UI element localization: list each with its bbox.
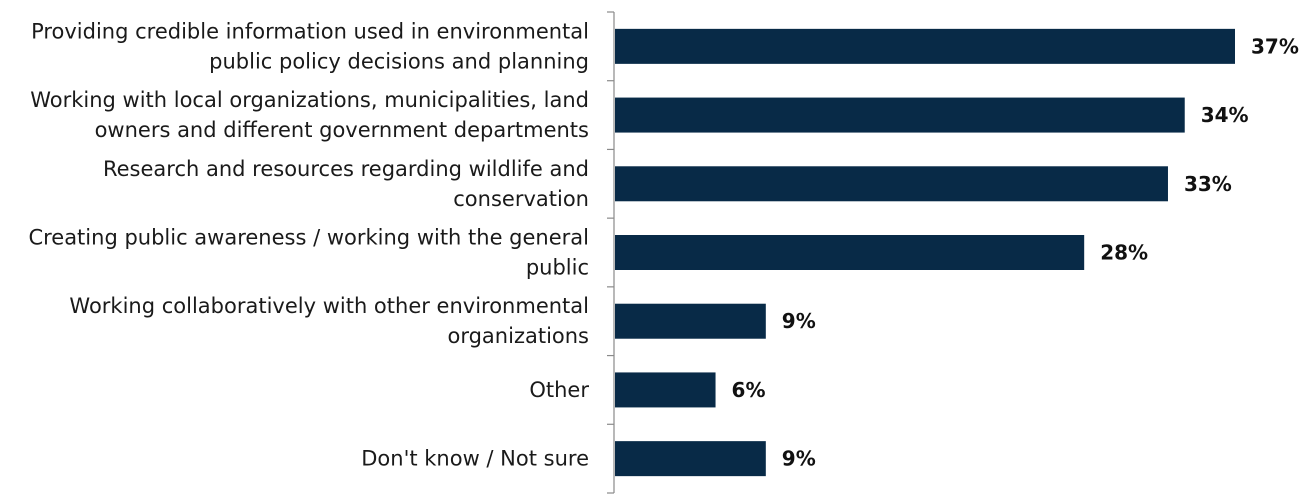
category-label: conservation (453, 187, 589, 211)
data-label: 28% (1100, 241, 1148, 265)
category-label: Working collaboratively with other envir… (69, 294, 589, 318)
bar (615, 372, 716, 408)
category-label: Other (529, 378, 589, 402)
data-label: 34% (1201, 103, 1249, 127)
category-label: Research and resources regarding wildlif… (103, 157, 589, 181)
bar (615, 28, 1235, 64)
data-label: 6% (732, 378, 766, 402)
bar (615, 166, 1168, 202)
category-label: public policy decisions and planning (209, 49, 589, 73)
bar (615, 235, 1085, 270)
data-label: 33% (1184, 172, 1232, 196)
category-label: Don't know / Not sure (361, 447, 589, 471)
data-label: 9% (782, 447, 816, 471)
category-label: public (526, 256, 589, 280)
bar (615, 303, 766, 339)
data-label: 37% (1251, 34, 1299, 58)
category-label: Providing credible information used in e… (31, 19, 589, 43)
category-label: Working with local organizations, munici… (30, 88, 589, 112)
data-label: 9% (782, 309, 816, 333)
category-label: owners and different government departme… (95, 118, 589, 142)
bar (615, 97, 1185, 133)
category-label: Creating public awareness / working with… (28, 226, 589, 250)
bar (615, 441, 766, 477)
category-label: organizations (447, 324, 589, 348)
